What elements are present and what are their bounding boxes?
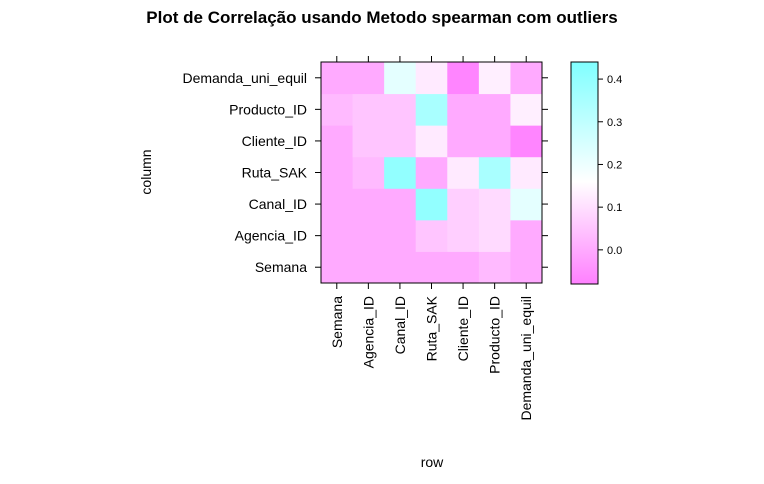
heatmap-cell-Canal_ID-Producto_ID — [384, 93, 417, 126]
heatmap-cell-Canal_ID-Ruta_SAK — [384, 156, 417, 189]
heatmap-cell-Agencia_ID-Canal_ID — [352, 188, 385, 221]
heatmap-cell-Semana-Cliente_ID — [321, 125, 354, 158]
heatmap-cell-Semana-Semana — [321, 251, 354, 284]
heatmap-cell-Semana-Demanda_uni_equil — [321, 62, 354, 95]
heatmap-cell-Semana-Canal_ID — [321, 188, 354, 221]
heatmap-cell-Producto_ID-Demanda_uni_equil — [478, 62, 511, 95]
colorbar-tick-label: 0.1 — [607, 202, 622, 214]
heatmap-cell-Ruta_SAK-Demanda_uni_equil — [415, 62, 448, 95]
heatmap-cell-Canal_ID-Canal_ID — [384, 188, 417, 221]
x-tick-label: Producto_ID — [487, 296, 503, 374]
heatmap-cell-Canal_ID-Demanda_uni_equil — [384, 62, 417, 95]
heatmap-cell-Agencia_ID-Demanda_uni_equil — [352, 62, 385, 95]
heatmap-cell-Canal_ID-Semana — [384, 251, 417, 284]
heatmap-cell-Cliente_ID-Canal_ID — [447, 188, 480, 221]
colorbar — [570, 61, 599, 285]
heatmap-cell-Canal_ID-Cliente_ID — [384, 125, 417, 158]
heatmap-cell-Producto_ID-Producto_ID — [478, 93, 511, 126]
heatmap-cell-Cliente_ID-Cliente_ID — [447, 125, 480, 158]
heatmap-cell-Ruta_SAK-Cliente_ID — [415, 125, 448, 158]
heatmap-cell-Semana-Ruta_SAK — [321, 156, 354, 189]
heatmap-cell-Demanda_uni_equil-Agencia_ID — [510, 219, 543, 252]
y-tick-label: Agencia_ID — [235, 228, 307, 244]
heatmap-cell-Cliente_ID-Ruta_SAK — [447, 156, 480, 189]
heatmap-cell-Agencia_ID-Agencia_ID — [352, 219, 385, 252]
heatmap-cell-Agencia_ID-Cliente_ID — [352, 125, 385, 158]
y-tick-label: Ruta_SAK — [242, 165, 308, 181]
heatmap-cell-Ruta_SAK-Ruta_SAK — [415, 156, 448, 189]
x-tick-label: Ruta_SAK — [424, 295, 440, 361]
x-tick-labels: Semana Agencia_ID Canal_ID Ruta_SAK Cliente_… — [329, 295, 534, 420]
colorbar-tick-label: 0.4 — [607, 74, 622, 86]
heatmap-cell-Cliente_ID-Agencia_ID — [447, 219, 480, 252]
heatmap-cell-Canal_ID-Agencia_ID — [384, 219, 417, 252]
chart-title: Plot de Correlação usando Metodo spearma… — [146, 8, 617, 27]
heatmap-cell-Demanda_uni_equil-Producto_ID — [510, 93, 543, 126]
x-tick-label: Agencia_ID — [360, 296, 376, 368]
heatmap-cell-Demanda_uni_equil-Cliente_ID — [510, 125, 543, 158]
heatmap-cell-Cliente_ID-Producto_ID — [447, 93, 480, 126]
heatmap-cell-Ruta_SAK-Agencia_ID — [415, 219, 448, 252]
heatmap-cells — [321, 62, 543, 284]
heatmap-cell-Ruta_SAK-Semana — [415, 251, 448, 284]
y-tick-label: Semana — [255, 259, 307, 275]
heatmap-cell-Demanda_uni_equil-Canal_ID — [510, 188, 543, 221]
colorbar-ticks: 0.0 0.1 0.2 0.3 0.4 — [598, 74, 622, 257]
x-tick-label: Demanda_uni_equil — [518, 296, 534, 421]
heatmap-cell-Agencia_ID-Ruta_SAK — [352, 156, 385, 189]
heatmap-cell-Producto_ID-Canal_ID — [478, 188, 511, 221]
axis-ticks — [315, 56, 548, 289]
heatmap-cell-Producto_ID-Cliente_ID — [478, 125, 511, 158]
y-tick-label: Cliente_ID — [242, 133, 307, 149]
x-tick-label: Canal_ID — [392, 296, 408, 354]
y-axis-label: column — [138, 149, 154, 194]
heatmap-cell-Semana-Agencia_ID — [321, 219, 354, 252]
heatmap-cell-Agencia_ID-Semana — [352, 251, 385, 284]
x-tick-label: Cliente_ID — [455, 296, 471, 361]
heatmap-cell-Demanda_uni_equil-Semana — [510, 251, 543, 284]
heatmap-cell-Demanda_uni_equil-Demanda_uni_equil — [510, 62, 543, 95]
heatmap-cell-Producto_ID-Semana — [478, 251, 511, 284]
x-axis-label: row — [421, 454, 444, 470]
heatmap-cell-Ruta_SAK-Producto_ID — [415, 93, 448, 126]
y-tick-labels: Semana Agencia_ID Canal_ID Ruta_SAK Cliente_… — [182, 70, 307, 275]
colorbar-tick-label: 0.0 — [607, 245, 622, 257]
heatmap-cell-Producto_ID-Agencia_ID — [478, 219, 511, 252]
y-tick-label: Producto_ID — [229, 101, 307, 117]
colorbar-tick-label: 0.2 — [607, 159, 622, 171]
heatmap-cell-Ruta_SAK-Canal_ID — [415, 188, 448, 221]
heatmap-cell-Cliente_ID-Semana — [447, 251, 480, 284]
heatmap-cell-Semana-Producto_ID — [321, 93, 354, 126]
colorbar-tick-label: 0.3 — [607, 117, 622, 129]
heatmap-cell-Demanda_uni_equil-Ruta_SAK — [510, 156, 543, 189]
x-tick-label: Semana — [329, 296, 345, 348]
y-tick-label: Demanda_uni_equil — [182, 70, 307, 86]
heatmap-cell-Cliente_ID-Demanda_uni_equil — [447, 62, 480, 95]
y-tick-label: Canal_ID — [249, 196, 307, 212]
heatmap-cell-Producto_ID-Ruta_SAK — [478, 156, 511, 189]
heatmap-cell-Agencia_ID-Producto_ID — [352, 93, 385, 126]
